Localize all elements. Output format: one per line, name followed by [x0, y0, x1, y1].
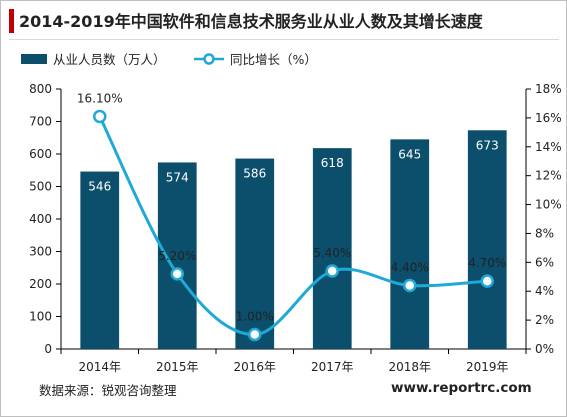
- bar: [467, 130, 507, 349]
- x-tick-label: 2018年: [388, 360, 431, 374]
- left-tick-label: 0: [44, 342, 52, 356]
- x-tick-label: 2015年: [156, 360, 199, 374]
- line-value-label: 16.10%: [77, 91, 123, 105]
- legend-line-marker: [203, 53, 215, 65]
- right-tick-label: 6%: [535, 255, 554, 269]
- line-value-label: 4.40%: [391, 260, 429, 274]
- left-tick-label: 100: [29, 310, 52, 324]
- right-tick-label: 0%: [535, 342, 554, 356]
- legend-line-label: 同比增长（%）: [230, 52, 317, 67]
- combo-chart: 从业人员数（万人） 同比增长（%） 0 100 200 300 400 500 600 700 80…: [21, 52, 562, 374]
- left-tick-label: 300: [29, 245, 52, 259]
- legend-bar-label: 从业人员数（万人）: [53, 52, 166, 67]
- right-tick-label: 10%: [535, 198, 562, 212]
- line-value-label: 4.70%: [468, 256, 506, 270]
- left-tick-label: 200: [29, 277, 52, 291]
- line-point: [170, 267, 184, 281]
- right-tick-label: 4%: [535, 284, 554, 298]
- bar: [390, 139, 430, 349]
- right-tick-label: 8%: [535, 226, 554, 240]
- line-value-label: 1.00%: [236, 310, 274, 324]
- line-value-label: 5.20%: [158, 249, 196, 263]
- right-tick-label: 16%: [535, 111, 562, 125]
- bar: [235, 158, 275, 349]
- line-point: [480, 274, 494, 288]
- x-tick-label: 2017年: [311, 360, 354, 374]
- bar-value-label: 546: [88, 180, 111, 194]
- right-tick-label: 18%: [535, 82, 562, 96]
- right-tick-label: 14%: [535, 140, 562, 154]
- left-tick-label: 700: [29, 115, 52, 129]
- bar-value-label: 673: [476, 138, 499, 152]
- right-tick-label: 2%: [535, 313, 554, 327]
- line-point: [93, 109, 107, 124]
- line-value-label: 5.40%: [313, 246, 351, 260]
- bar: [312, 148, 352, 349]
- bar-value-label: 618: [321, 156, 344, 170]
- bar-value-label: 574: [166, 170, 189, 184]
- title-divider: [9, 39, 559, 40]
- left-tick-label: 400: [29, 212, 52, 226]
- line-point: [403, 278, 417, 293]
- website-label: www.reportrc.com: [391, 380, 532, 396]
- x-tick-label: 2014年: [78, 360, 121, 374]
- bar: [80, 171, 120, 349]
- legend-bar-swatch: [21, 54, 47, 64]
- left-tick-label: 800: [29, 82, 52, 96]
- left-tick-label: 600: [29, 147, 52, 161]
- title-accent-bar: [9, 9, 14, 33]
- x-tick-label: 2019年: [466, 360, 509, 374]
- x-tick-label: 2016年: [233, 360, 276, 374]
- bar-value-label: 586: [243, 167, 266, 181]
- left-tick-label: 500: [29, 180, 52, 194]
- chart-title: 2014-2019年中国软件和信息技术服务业从业人数及其增长速度: [19, 12, 483, 31]
- line-point: [248, 327, 262, 342]
- source-note: 数据来源：锐观咨询整理: [39, 383, 177, 398]
- line-point: [325, 264, 339, 278]
- right-tick-label: 12%: [535, 169, 562, 183]
- bar-value-label: 645: [398, 147, 421, 161]
